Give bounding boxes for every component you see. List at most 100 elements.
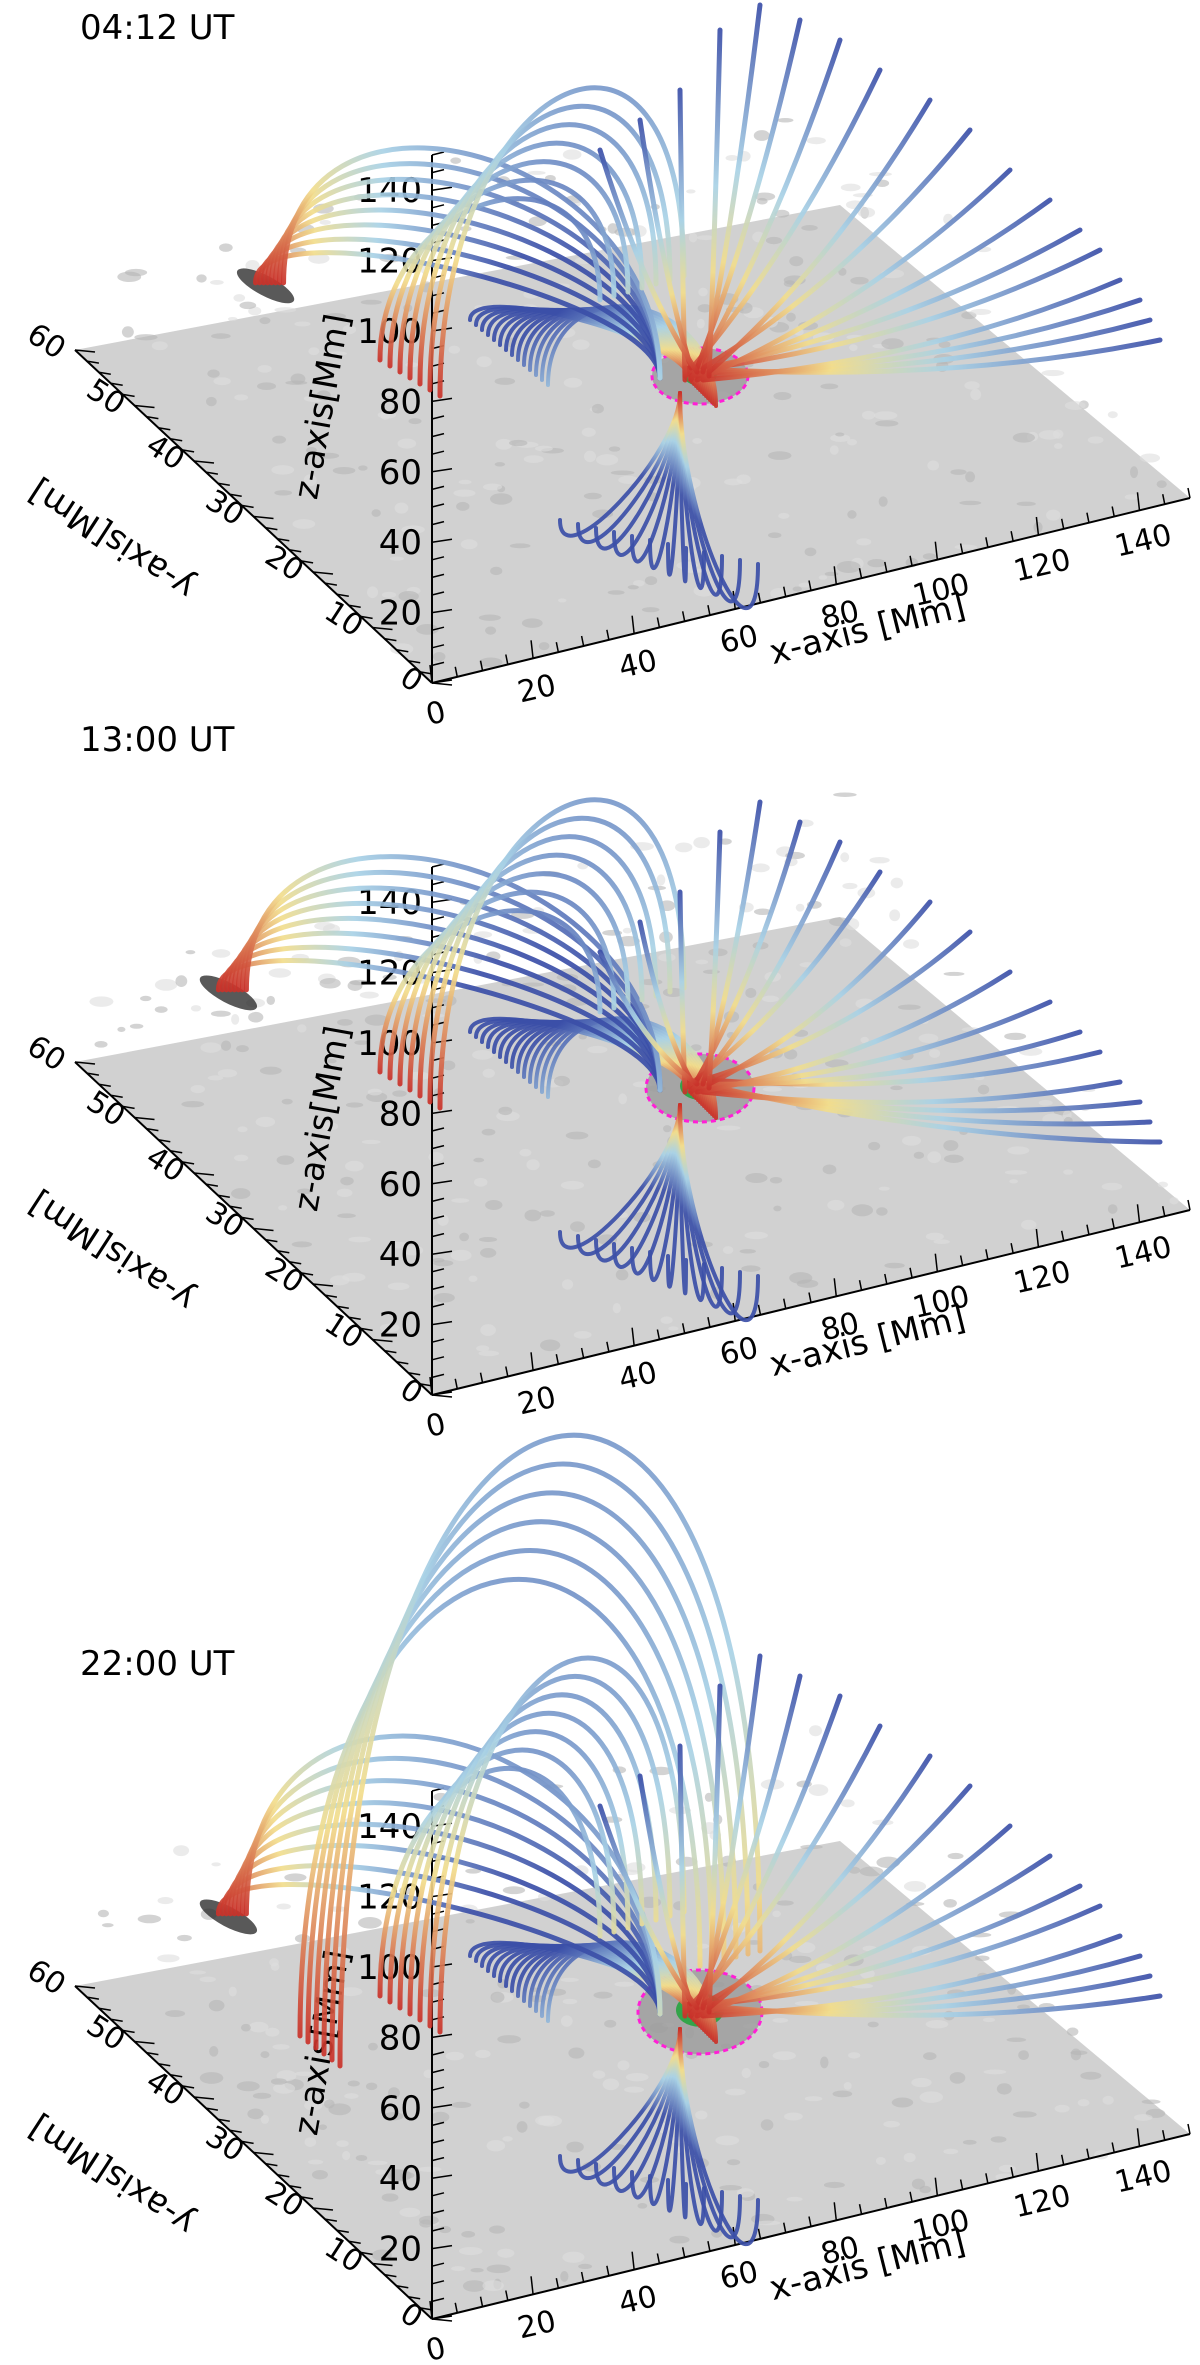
z-tick	[431, 1127, 445, 1132]
plane-texture	[695, 959, 709, 965]
plane-texture	[878, 496, 888, 507]
plane-texture	[1070, 2050, 1088, 2056]
plane-texture	[308, 253, 330, 264]
plane-texture	[140, 995, 152, 1002]
plane-texture	[607, 223, 619, 234]
plane-texture	[587, 1159, 601, 1169]
plane-texture	[381, 591, 397, 598]
z-tick-label: 40	[379, 1235, 422, 1275]
x-tick	[530, 640, 534, 659]
plane-texture	[458, 479, 472, 485]
plane-texture	[117, 1026, 126, 1032]
plane-texture	[399, 2172, 415, 2179]
x-tick	[1035, 1228, 1040, 1248]
z-tick	[431, 2280, 445, 2285]
plane-texture	[663, 1125, 672, 1133]
plane-texture	[1054, 2104, 1070, 2113]
plane-texture	[602, 2078, 620, 2091]
lower-loop	[678, 2027, 760, 2247]
plane-texture	[329, 1275, 350, 1286]
plane-texture	[604, 2019, 617, 2028]
plane-texture	[259, 1066, 282, 1075]
x-tick	[1111, 2142, 1115, 2153]
plane-texture	[568, 2047, 585, 2059]
plane-texture	[538, 642, 550, 651]
plane-texture	[675, 842, 693, 853]
y-tick	[431, 2318, 453, 2322]
plane-texture	[875, 420, 899, 427]
plane-texture	[227, 316, 238, 322]
plane-texture	[883, 2120, 900, 2128]
plane-texture	[485, 1200, 503, 1210]
plane-texture	[943, 2148, 959, 2155]
x-tick-label: 40	[615, 2279, 660, 2322]
x-tick	[1187, 2123, 1191, 2135]
plane-texture	[181, 1100, 205, 1108]
plane-texture	[389, 556, 405, 561]
plane-texture	[278, 1205, 288, 1211]
x-tick	[606, 629, 610, 640]
y-tick	[217, 482, 230, 486]
y-tick	[277, 2173, 290, 2178]
plane-texture	[248, 306, 262, 316]
plane-texture	[458, 2246, 483, 2256]
umbra-contour	[644, 1052, 756, 1124]
plane-texture	[416, 623, 439, 635]
plane-texture	[318, 2124, 327, 2130]
plane-texture	[157, 1897, 174, 1905]
plane-texture	[1157, 1181, 1169, 1188]
plane-texture	[788, 1955, 812, 1963]
plane-texture	[851, 1204, 874, 1217]
plane-texture	[451, 2101, 472, 2109]
plane-texture	[306, 447, 317, 454]
z-tick	[431, 1268, 445, 1273]
plane-texture	[418, 2215, 439, 2225]
z-tick	[431, 204, 445, 209]
panel-1: 04:12 UT 20 40 60 80 100 120 140 z-axis[Mm] 0 20 4…	[0, 0, 1200, 733]
plane-texture	[347, 980, 363, 991]
plane-texture	[1046, 509, 1061, 521]
plane-texture	[481, 1128, 496, 1136]
open-field-line	[597, 1803, 700, 2011]
plane-texture	[451, 2266, 466, 2272]
plane-texture	[922, 553, 937, 560]
plane-texture	[509, 543, 531, 549]
x-tick	[782, 586, 787, 597]
plane-texture	[950, 469, 967, 475]
plane-texture	[608, 446, 621, 452]
sunspot-negative	[236, 268, 295, 304]
plane-texture	[758, 2060, 770, 2069]
high-loop	[397, 1729, 631, 2011]
high-loop	[377, 1766, 603, 1999]
z-tick	[431, 1356, 445, 1361]
plane-texture	[208, 1999, 225, 2012]
z-tick	[431, 644, 445, 649]
plane-texture	[494, 462, 506, 467]
plane-texture	[336, 2140, 349, 2147]
plane-texture	[913, 1151, 925, 1159]
plane-texture	[842, 882, 858, 890]
x-tick	[505, 2290, 509, 2301]
plane-texture	[756, 2220, 781, 2226]
open-field-line	[597, 147, 700, 375]
z-tick-label: 60	[379, 1165, 422, 1205]
x-tick	[858, 2204, 863, 2215]
plane-texture	[1018, 2050, 1029, 2061]
plane-texture	[206, 396, 217, 407]
plane-texture	[304, 2100, 323, 2111]
plane-texture	[354, 1040, 369, 1045]
field-line-render: 20406080100120140z-axis[Mm]0204060801001…	[21, 1432, 1191, 2365]
y-tick	[134, 1116, 155, 1121]
x-axis-label: x-axis [Mm]	[765, 1298, 969, 1385]
plane-texture	[753, 908, 772, 916]
plane-texture	[476, 1345, 490, 1352]
high-loop	[437, 85, 687, 399]
plane-texture	[319, 219, 331, 225]
open-field-line	[637, 919, 694, 1083]
plane-texture	[560, 2015, 573, 2027]
plane-texture	[497, 2248, 515, 2258]
plane-texture	[777, 117, 794, 123]
plane-texture	[154, 1006, 168, 1013]
plane-texture	[344, 2093, 359, 2099]
plane-texture	[521, 618, 543, 628]
